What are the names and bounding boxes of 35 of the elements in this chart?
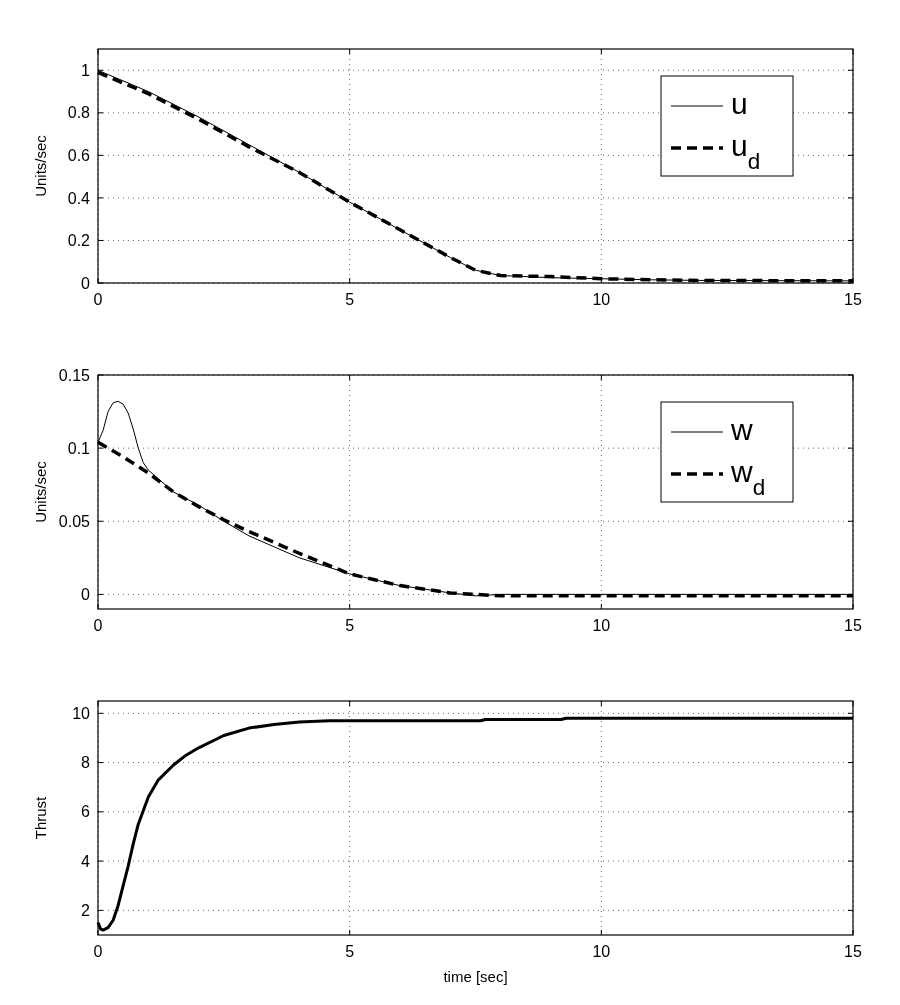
y-tick-label: 10 xyxy=(72,704,91,722)
y-tick-label: 0 xyxy=(81,585,91,603)
x-tick-label: 5 xyxy=(345,943,355,960)
y-tick-label: 4 xyxy=(81,852,91,870)
legend-label: w xyxy=(730,413,753,446)
x-tick-label: 0 xyxy=(93,291,103,308)
y-tick-label: 8 xyxy=(81,754,91,772)
y-tick-label: 0.4 xyxy=(67,189,91,207)
y-tick-label: 0.6 xyxy=(67,146,91,164)
y-tick-label: 2 xyxy=(81,901,91,919)
y-tick-label: 0.2 xyxy=(67,232,91,250)
x-tick-label: 10 xyxy=(592,617,611,634)
y-axis-title: Thrust xyxy=(32,795,49,840)
x-tick-label: 5 xyxy=(345,291,355,308)
x-tick-label: 15 xyxy=(844,617,862,634)
x-tick-label: 10 xyxy=(592,291,611,308)
y-axis-title: Units/sec xyxy=(32,460,49,523)
x-tick-label: 5 xyxy=(345,617,355,634)
x-tick-label: 10 xyxy=(592,943,611,960)
x-tick-label: 0 xyxy=(93,617,103,634)
y-tick-label: 0.1 xyxy=(67,439,91,457)
y-tick-label: 1 xyxy=(81,61,91,79)
y-axis-title: Units/sec xyxy=(32,134,49,197)
x-tick-label: 15 xyxy=(844,943,862,960)
x-tick-label: 15 xyxy=(844,291,862,308)
y-tick-label: 0.15 xyxy=(58,366,91,384)
legend-label: w$_{d}$ xyxy=(730,455,766,500)
y-tick-label: 0 xyxy=(81,274,91,292)
x-tick-label: 0 xyxy=(93,943,103,960)
legend-label: u$_{d}$ xyxy=(731,129,761,174)
x-axis-title: time [sec] xyxy=(443,968,508,985)
legend-label: u xyxy=(731,87,748,120)
y-tick-label: 0.05 xyxy=(58,512,91,530)
y-tick-label: 6 xyxy=(81,803,91,821)
y-tick-label: 0.8 xyxy=(67,104,91,122)
